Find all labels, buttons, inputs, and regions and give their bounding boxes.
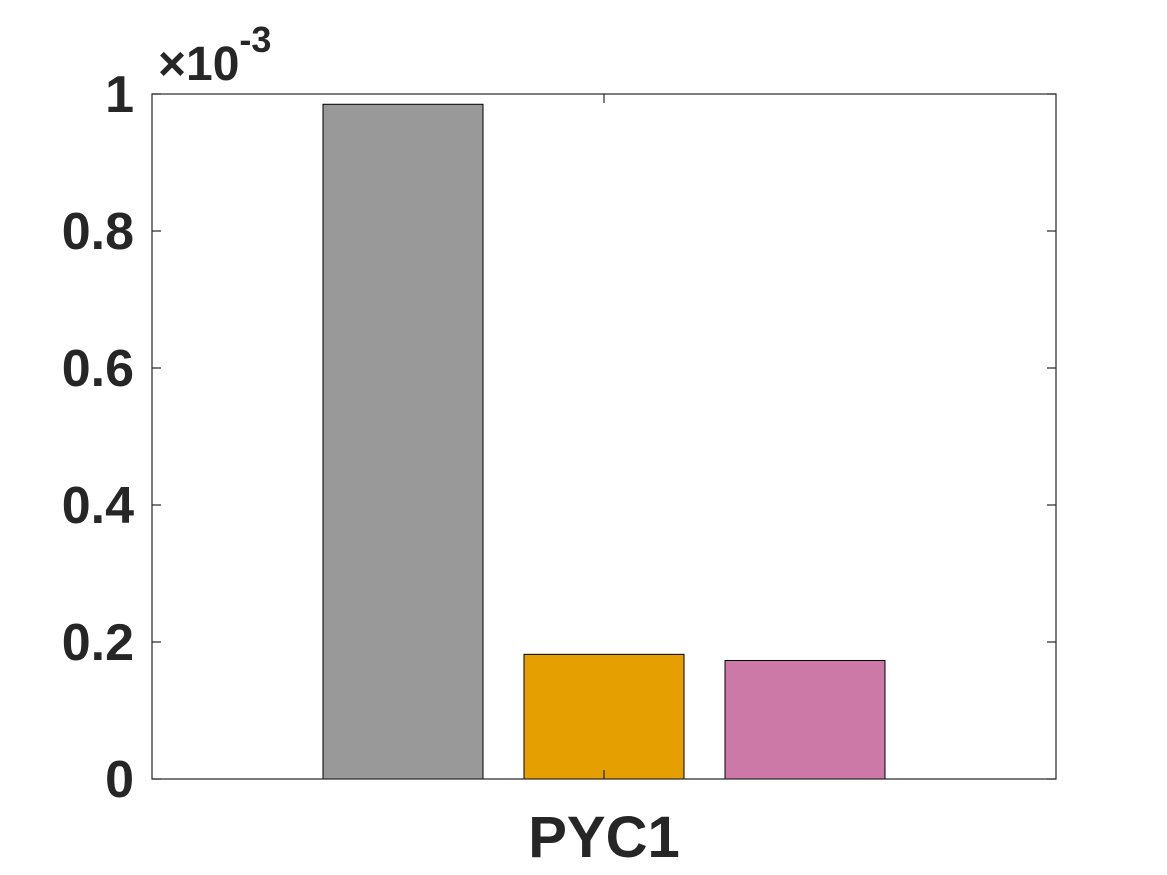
- x-tick-label: PYC1: [528, 805, 680, 870]
- y-scale-multiplier: ×10: [158, 38, 239, 91]
- bar-series-1: [322, 103, 484, 780]
- y-scale-factor: ×10-3: [158, 19, 271, 91]
- y-tick-label: 0.4: [62, 477, 134, 535]
- bar-group: [322, 103, 886, 780]
- y-tick-label: 0: [105, 751, 134, 809]
- y-tick-label: 0.6: [62, 340, 134, 398]
- bar-series-2: [523, 653, 685, 780]
- y-tick-label: 0.8: [62, 203, 134, 261]
- plot-frame: [151, 93, 1057, 780]
- y-tick-label: 1: [105, 66, 134, 124]
- y-scale-exponent: -3: [239, 19, 271, 60]
- bar-series-3: [724, 659, 886, 780]
- y-tick-label: 0.2: [62, 614, 134, 672]
- y-tick-labels: 0 0.2 0.4 0.6 0.8 1: [62, 66, 134, 809]
